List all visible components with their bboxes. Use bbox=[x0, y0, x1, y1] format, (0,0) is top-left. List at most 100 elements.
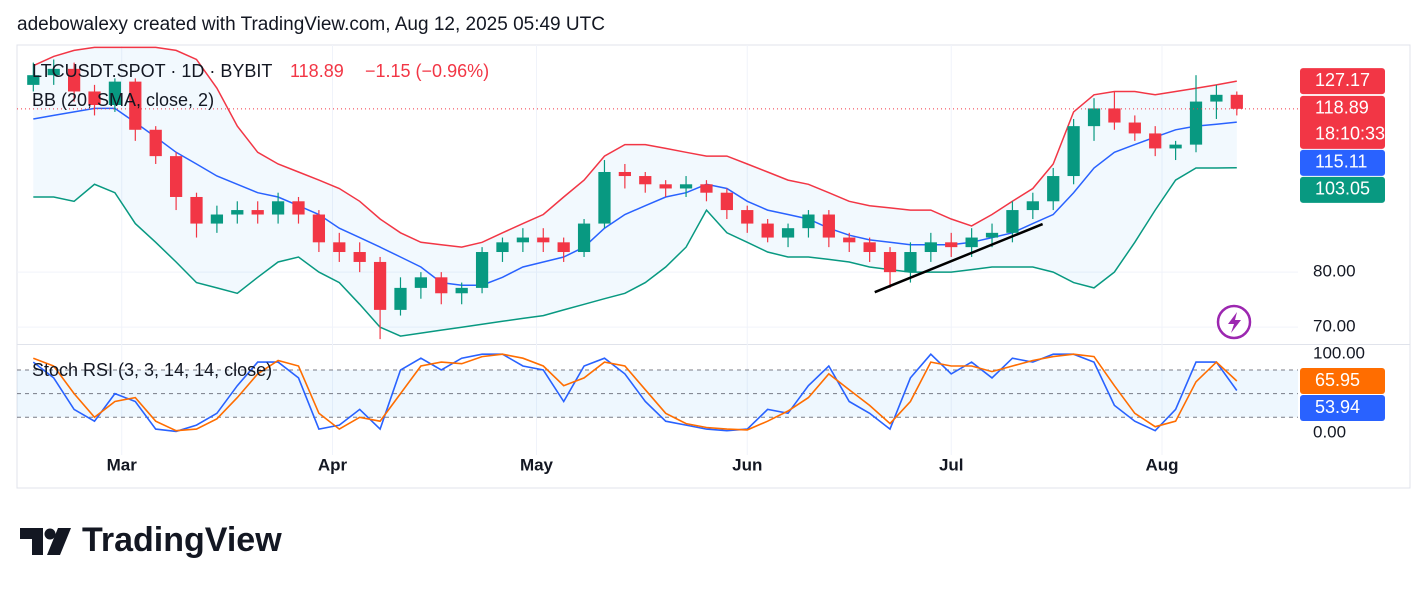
grid bbox=[17, 45, 1298, 455]
candle-body bbox=[1067, 126, 1080, 177]
candle-body bbox=[1047, 176, 1060, 202]
candle-body bbox=[475, 252, 489, 288]
x-tick-label: Aug bbox=[1145, 455, 1178, 474]
band-fill bbox=[33, 47, 1237, 337]
candle-body bbox=[190, 196, 203, 224]
logo-mark bbox=[20, 528, 43, 555]
price-badges: 127.17 118.89 18:10:33 115.11 103.05 65.95 53.… bbox=[1300, 68, 1385, 422]
candle-body bbox=[1108, 108, 1121, 123]
candle-body bbox=[618, 171, 631, 177]
candle-body bbox=[639, 176, 652, 185]
band-line bbox=[32, 46, 1237, 248]
candle-body bbox=[1128, 122, 1141, 134]
x-tick-label: Mar bbox=[107, 455, 138, 474]
candle-body bbox=[27, 75, 40, 85]
candle-body bbox=[210, 214, 224, 224]
candle-body bbox=[373, 261, 387, 310]
countdown: 18:10:33 bbox=[1315, 124, 1385, 144]
price-badge bbox=[1300, 176, 1385, 203]
candle-body bbox=[720, 192, 733, 211]
price-badge bbox=[1300, 95, 1385, 149]
candle-body bbox=[1006, 210, 1019, 233]
y-tick-label: 80.00 bbox=[1313, 262, 1356, 281]
symbol-title: LTCUSDT.SPOT · 1D · BYBIT bbox=[32, 61, 272, 81]
x-tick-label: Jul bbox=[939, 455, 964, 474]
candle-body bbox=[231, 210, 244, 215]
chart-frame bbox=[16, 44, 1411, 489]
candle-body bbox=[149, 129, 162, 157]
candle-body bbox=[557, 242, 570, 253]
band-line bbox=[33, 107, 1237, 286]
candle-body bbox=[741, 210, 754, 224]
price-badge bbox=[1300, 68, 1385, 95]
x-tick-label: Jun bbox=[732, 455, 762, 474]
band-line bbox=[33, 167, 1237, 337]
candle-body bbox=[598, 171, 611, 224]
badge-label: 118.89 bbox=[1315, 98, 1369, 118]
x-tick-label: Apr bbox=[318, 455, 348, 474]
candle-body bbox=[292, 201, 305, 215]
candle-body bbox=[781, 228, 795, 238]
candle-body bbox=[435, 277, 448, 294]
badge-label: 103.05 bbox=[1315, 179, 1370, 199]
price-badge bbox=[1300, 149, 1385, 176]
badge-label: 127.17 bbox=[1315, 70, 1370, 90]
candle-body bbox=[945, 242, 958, 248]
header: adebowalexy created with TradingView.com… bbox=[17, 14, 605, 35]
candle-body bbox=[883, 252, 897, 273]
stoch-line bbox=[33, 353, 1238, 432]
candle-body bbox=[414, 277, 428, 288]
logo-dot bbox=[44, 528, 56, 540]
logo-slash bbox=[47, 528, 71, 555]
candle-body bbox=[700, 184, 713, 193]
lightning bbox=[1228, 312, 1241, 333]
candle-body bbox=[965, 237, 978, 248]
trend-line bbox=[874, 222, 1044, 294]
logo-text: TradingView bbox=[82, 521, 282, 559]
candle-body bbox=[904, 252, 917, 273]
y-tick-label: 0.00 bbox=[1313, 423, 1346, 442]
candle-body bbox=[863, 242, 876, 253]
x-tick-label: May bbox=[520, 455, 554, 474]
candle-body bbox=[88, 91, 101, 105]
last-price: 118.89 bbox=[290, 61, 344, 81]
candle-body bbox=[333, 242, 346, 253]
candle-body bbox=[924, 242, 937, 253]
candle-body bbox=[679, 184, 693, 189]
plot bbox=[17, 46, 1298, 433]
candle-body bbox=[353, 252, 366, 262]
stoch-title: Stoch RSI (3, 3, 14, 14, close) bbox=[32, 360, 272, 380]
logo: TradingView bbox=[20, 521, 282, 559]
candle-body bbox=[496, 242, 509, 253]
candle-body bbox=[577, 223, 591, 253]
candle-body bbox=[1149, 133, 1162, 149]
price-badge bbox=[1300, 395, 1385, 422]
candle-body bbox=[67, 68, 81, 92]
stoch-line bbox=[32, 353, 1238, 433]
candle-body bbox=[394, 287, 407, 310]
candle-body bbox=[537, 237, 550, 243]
price-change: −1.15 (−0.96%) bbox=[365, 61, 489, 81]
candle-body bbox=[1087, 108, 1101, 127]
candle-body bbox=[1230, 94, 1243, 109]
candle-body bbox=[822, 214, 835, 238]
candle-body bbox=[169, 156, 183, 197]
candle-body bbox=[251, 210, 264, 215]
candle-body bbox=[1169, 144, 1182, 149]
badge-label: 115.11 bbox=[1315, 152, 1367, 172]
candle-body bbox=[659, 184, 672, 189]
candle-body bbox=[1026, 201, 1039, 211]
candle-body bbox=[1210, 94, 1223, 102]
y-tick-label: 100.00 bbox=[1313, 344, 1365, 363]
candle-body bbox=[1189, 101, 1203, 145]
badge-label: 53.94 bbox=[1315, 397, 1360, 417]
y-tick-label: 70.00 bbox=[1313, 317, 1356, 336]
candle-body bbox=[271, 201, 285, 215]
candle-body bbox=[802, 214, 815, 229]
candle-body bbox=[108, 81, 122, 105]
candle-body bbox=[312, 214, 326, 243]
candle-body bbox=[843, 237, 856, 243]
indicator-title: BB (20, SMA, close, 2) bbox=[32, 90, 214, 110]
